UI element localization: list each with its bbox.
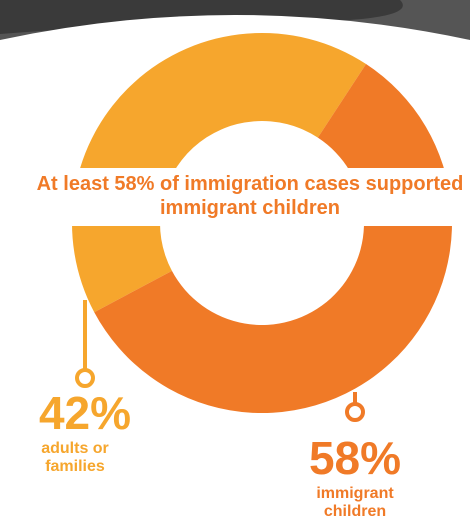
value-label: 42%	[38, 387, 132, 439]
photo-edge	[0, 15, 470, 50]
chart-title: At least 58% of immigration cases suppor…	[36, 173, 464, 219]
category-label: adults or families	[41, 440, 109, 475]
leader-dot	[75, 368, 95, 388]
title-band	[0, 168, 470, 226]
donut-segment	[72, 33, 367, 313]
leader-dot	[345, 402, 365, 422]
donut-segment	[94, 64, 452, 414]
category-label: immigrant children	[316, 485, 394, 520]
value-label: 58%	[308, 432, 402, 484]
